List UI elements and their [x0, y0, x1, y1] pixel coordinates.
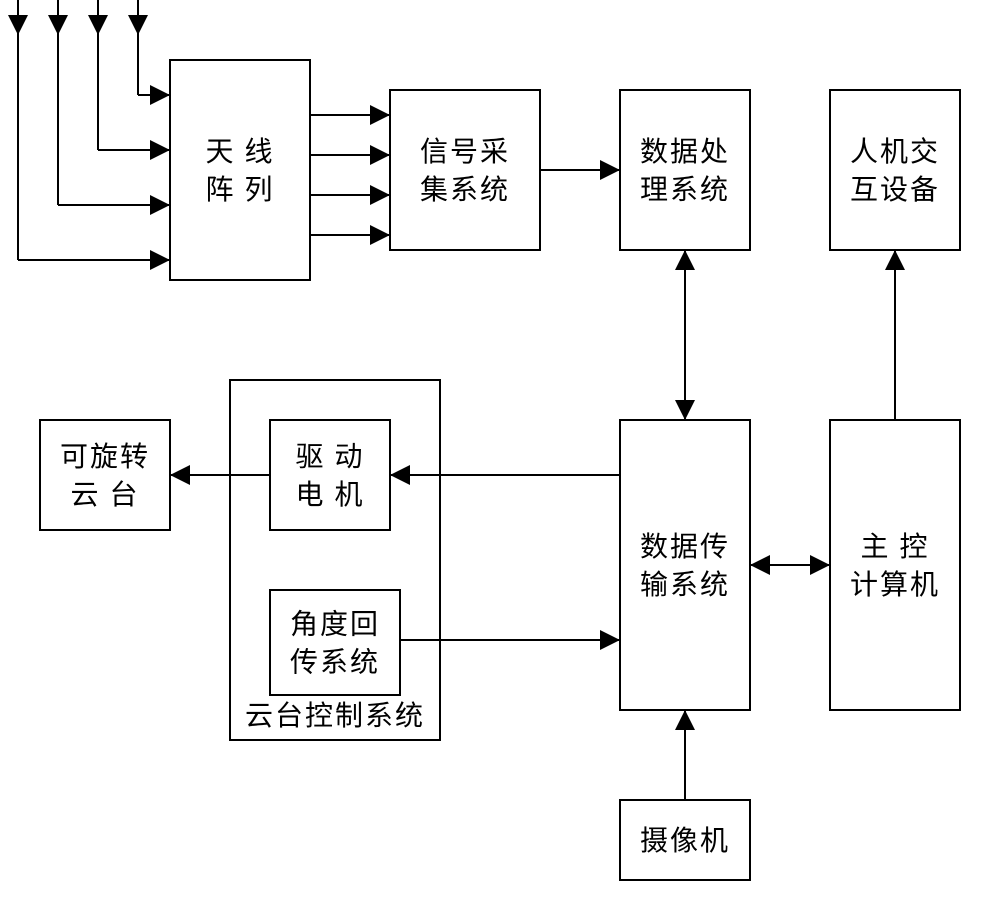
ptz-frame [230, 380, 440, 740]
main_ctrl-label-1: 计算机 [850, 569, 940, 601]
drive_motor-label-1: 电 机 [295, 479, 364, 511]
signal_acq [390, 90, 540, 250]
drive_motor-label-0: 驱 动 [295, 442, 364, 473]
drive_motor [270, 420, 390, 530]
data_proc-label-1: 理系统 [640, 174, 730, 206]
rotatable-label-1: 云 台 [70, 479, 139, 511]
signal_acq-label-1: 集系统 [420, 174, 510, 206]
antenna_array [170, 60, 310, 280]
data_trans-label-0: 数据传 [640, 531, 730, 563]
data_proc [620, 90, 750, 250]
angle_feedback-label-0: 角度回 [290, 609, 380, 641]
hmi [830, 90, 960, 250]
camera-label-0: 摄像机 [640, 825, 730, 857]
antenna_array-label-1: 阵 列 [205, 174, 274, 206]
data_trans-label-1: 输系统 [640, 569, 730, 601]
block-diagram: 天 线阵 列 信号采集系统 数据处理系统 人机交互设备可旋转云 台 驱 动电 机角度回传… [0, 0, 984, 904]
data_proc-label-0: 数据处 [640, 136, 730, 168]
main_ctrl-label-0: 主 控 [860, 531, 929, 563]
data_trans [620, 420, 750, 710]
rotatable [40, 420, 170, 530]
angle_feedback-label-1: 传系统 [290, 647, 380, 679]
ptz-frame-label: 云台控制系统 [245, 700, 425, 732]
rotatable-label-0: 可旋转 [60, 441, 150, 473]
angle_feedback [270, 590, 400, 695]
main_ctrl [830, 420, 960, 710]
hmi-label-0: 人机交 [850, 136, 940, 168]
hmi-label-1: 互设备 [850, 174, 940, 206]
signal_acq-label-0: 信号采 [420, 136, 510, 168]
antenna_array-label-0: 天 线 [205, 136, 274, 168]
